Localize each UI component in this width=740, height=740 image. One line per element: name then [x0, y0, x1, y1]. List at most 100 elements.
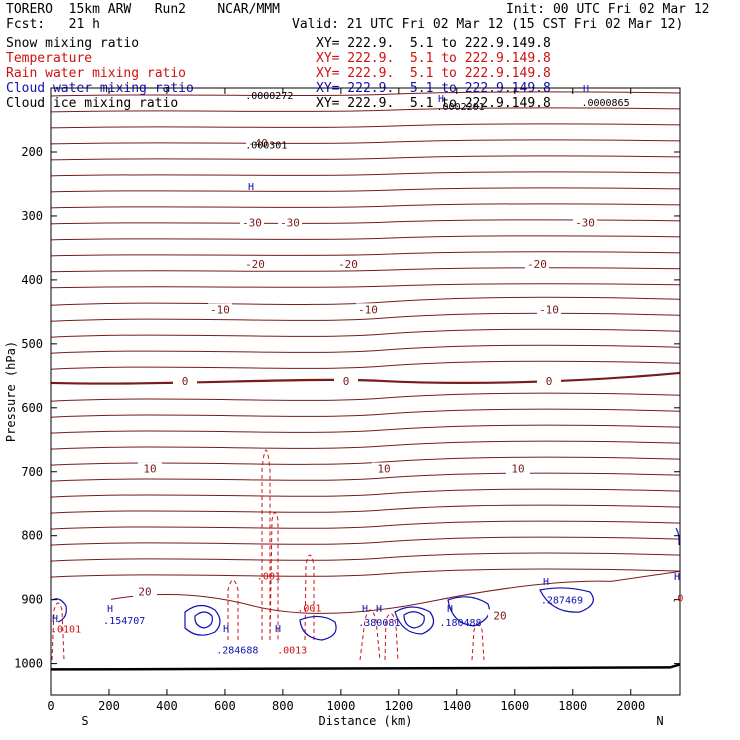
high-marker: H — [107, 604, 113, 615]
contour-label-bg — [525, 257, 549, 270]
plot-frame — [50, 87, 681, 696]
isotherm-line — [50, 408, 681, 418]
legend-name-temperature: Temperature — [6, 51, 93, 66]
contour-annotation: .180488 — [439, 618, 481, 629]
contour-label-bg — [138, 462, 162, 475]
legend-name-rain: Rain water mixing ratio — [6, 66, 187, 81]
isotherm-line — [50, 424, 681, 434]
legend-xy-rain: XY= 222.9. 5.1 to 222.9.149.8 — [316, 66, 551, 81]
y-tick-label: 400 — [21, 273, 43, 287]
rain-contour — [269, 512, 279, 641]
rain-contour — [227, 579, 239, 640]
isotherm-line — [50, 251, 681, 257]
contour-label-bg — [537, 374, 561, 387]
isotherm-line — [50, 235, 681, 241]
y-tick-label: 300 — [21, 209, 43, 223]
isotherm-line — [50, 472, 681, 482]
legend-xy-cloud-ice: XY= 222.9. 5.1 to 222.9.149.8 — [316, 96, 551, 111]
high-marker: H — [52, 614, 58, 625]
x-axis-title: Distance (km) — [319, 714, 413, 728]
legend-xy-snow: XY= 222.9. 5.1 to 222.9.149.8 — [316, 36, 551, 51]
x-tick-label: 400 — [156, 699, 178, 713]
x-tick-label: 200 — [98, 699, 120, 713]
contour-label-bg — [208, 303, 232, 316]
high-marker: H — [543, 577, 549, 588]
contour-annotation: .001 — [297, 603, 321, 614]
high-marker: H — [674, 572, 680, 583]
x-tick-label: 1600 — [500, 699, 529, 713]
rain-contour — [471, 624, 485, 661]
rain-contour — [261, 449, 271, 640]
temperature-contour-label: 20 — [493, 609, 506, 622]
rain-contour — [51, 602, 65, 661]
high-marker: H — [438, 94, 444, 105]
isotherm-line — [50, 456, 681, 466]
contour-annotation: .0000865 — [581, 98, 629, 109]
contour-annotation: .0101 — [51, 624, 81, 635]
contour-label-bg — [488, 609, 512, 622]
x-tick-label: 1400 — [442, 699, 471, 713]
temperature-contour-label: -30 — [575, 216, 595, 229]
contour-annotation: .0013 — [277, 646, 307, 657]
isotherm-20 — [110, 570, 681, 614]
temperature-contour-label: 10 — [143, 463, 156, 476]
high-marker: H — [362, 604, 368, 615]
temperature-contour-label: 0 — [546, 375, 553, 388]
cloud-water-contour — [51, 598, 67, 623]
cloud-water-contour — [403, 611, 425, 629]
rain-contour — [359, 609, 381, 661]
temperature-contour-label: -20 — [527, 258, 547, 271]
y-tick-label: 1000 — [14, 657, 43, 671]
x-tick-label: 800 — [272, 699, 294, 713]
contour-label-bg — [573, 216, 597, 229]
isotherm-line — [50, 171, 681, 177]
contour-label-bg — [240, 216, 264, 229]
temperature-contour-label: -40 — [248, 137, 268, 150]
y-tick-label: 600 — [21, 401, 43, 415]
legend-xy-temperature: XY= 222.9. 5.1 to 222.9.149.8 — [316, 51, 551, 66]
contour-annotation: .000301 — [245, 140, 287, 151]
cloud-water-contour — [184, 604, 221, 636]
temperature-contour-label: -10 — [539, 303, 559, 316]
contour-label-bg — [278, 216, 302, 229]
high-marker: H — [223, 624, 229, 635]
isotherm-line — [50, 187, 681, 193]
temperature-contour-label: 0 — [343, 375, 350, 388]
rain-contour — [304, 554, 315, 641]
contour-label-bg — [372, 462, 396, 475]
model-title: TORERO 15km ARW Run2 NCAR/MMM — [6, 2, 280, 17]
y-tick-label: 200 — [21, 145, 43, 159]
contour-label-bg — [133, 585, 157, 598]
rain-contour — [384, 613, 399, 661]
isotherm-line — [50, 552, 681, 562]
contour-label-bg — [537, 303, 561, 316]
isotherm-line — [50, 155, 681, 161]
temperature-contour-label: -10 — [210, 303, 230, 316]
isotherm-line — [50, 267, 681, 273]
x-tick-label: 0 — [47, 699, 54, 713]
isotherm-line — [50, 536, 681, 546]
x-tick-label: 600 — [214, 699, 236, 713]
isotherm-line — [50, 107, 681, 113]
isotherm-line — [50, 568, 681, 578]
y-axis-title: Pressure (hPa) — [4, 341, 18, 442]
valid-time: Valid: 21 UTC Fri 02 Mar 12 (15 CST Fri … — [292, 17, 684, 32]
y-tick-label: 500 — [21, 337, 43, 351]
isotherm-line — [50, 296, 681, 306]
high-marker: H — [376, 604, 382, 615]
temperature-contour-label: -30 — [242, 216, 262, 229]
x-tick-label: 2000 — [616, 699, 645, 713]
isotherm-line — [50, 344, 681, 354]
isotherm-line — [50, 123, 681, 129]
isotherm-line — [50, 520, 681, 530]
isotherm-line — [50, 283, 681, 289]
contour-annotation: .0002201 — [437, 102, 485, 113]
legend-name-cloud-ice: Cloud ice mixing ratio — [6, 96, 179, 111]
contour-label-bg — [334, 374, 358, 387]
high-marker: H — [275, 624, 281, 635]
x-tick-label: 1000 — [326, 699, 355, 713]
x-end-label-south: S — [81, 714, 88, 728]
isotherm-line — [50, 440, 681, 450]
contour-annotation: .380081 — [358, 618, 400, 629]
